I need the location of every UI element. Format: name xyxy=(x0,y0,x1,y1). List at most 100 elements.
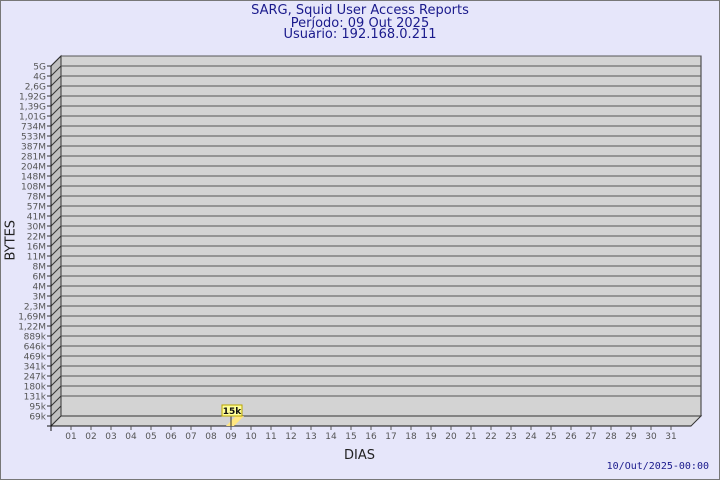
x-tick-label: 20 xyxy=(445,432,457,442)
x-tick-label: 11 xyxy=(265,432,276,442)
x-tick-label: 29 xyxy=(625,432,637,442)
y-tick-label: 131k xyxy=(24,393,47,403)
x-tick-label: 03 xyxy=(105,432,116,442)
data-label: 15k xyxy=(223,407,243,417)
x-tick-label: 16 xyxy=(365,432,377,442)
y-tick-label: 148M xyxy=(21,173,46,183)
y-tick-diagonal xyxy=(50,165,62,177)
y-tick-diagonal xyxy=(50,175,62,187)
y-tick-label: 30M xyxy=(27,223,46,233)
chart-title: SARG, Squid User Access Reports xyxy=(251,3,469,18)
y-tick-diagonal xyxy=(50,325,62,337)
y-tick-diagonal xyxy=(50,115,62,127)
x-tick-label: 30 xyxy=(645,432,657,442)
y-tick-diagonal xyxy=(50,125,62,137)
x-tick-label: 25 xyxy=(545,432,556,442)
y-tick-label: 41M xyxy=(27,213,46,223)
y-tick-label: 6M xyxy=(33,273,47,283)
y-tick-label: 469k xyxy=(24,353,47,363)
y-tick-label: 69k xyxy=(29,413,46,423)
x-tick-label: 27 xyxy=(585,432,596,442)
y-tick-label: 889k xyxy=(24,333,47,343)
y-tick-diagonal xyxy=(50,75,62,87)
y-tick-label: 247k xyxy=(24,373,47,383)
x-tick-label: 23 xyxy=(505,432,516,442)
y-tick-diagonal xyxy=(50,185,62,197)
y-tick-diagonal xyxy=(50,385,62,397)
y-tick-label: 1,69M xyxy=(18,313,46,323)
x-tick-label: 06 xyxy=(165,432,177,442)
y-tick-label: 78M xyxy=(27,193,46,203)
x-tick-label: 13 xyxy=(305,432,316,442)
y-tick-diagonal xyxy=(50,225,62,237)
x-tick-label: 07 xyxy=(185,432,196,442)
x-tick-label: 12 xyxy=(285,432,296,442)
y-tick-label: 8M xyxy=(33,263,47,273)
y-tick-label: 1,22M xyxy=(18,323,46,333)
plot-floor xyxy=(49,415,703,427)
y-tick-label: 57M xyxy=(27,203,46,213)
timestamp: 10/Out/2025-00:00 xyxy=(606,461,709,472)
x-tick-label: 14 xyxy=(325,432,337,442)
x-tick-label: 31 xyxy=(665,432,676,442)
x-tick-label: 21 xyxy=(465,432,476,442)
y-tick-diagonal xyxy=(50,335,62,347)
y-tick-label: 11M xyxy=(27,253,46,263)
y-tick-diagonal xyxy=(50,195,62,207)
data-label-box xyxy=(221,404,243,417)
y-tick-diagonal xyxy=(50,255,62,267)
x-tick-label: 22 xyxy=(485,432,496,442)
y-tick-label: 1,92G xyxy=(19,93,46,103)
y-tick-label: 341k xyxy=(24,363,47,373)
y-tick-label: 1,39G xyxy=(19,103,46,113)
y-tick-label: 3M xyxy=(33,293,47,303)
y-tick-label: 204M xyxy=(21,163,46,173)
y-tick-diagonal xyxy=(50,405,62,417)
y-tick-label: 2,6G xyxy=(25,83,46,93)
y-tick-label: 533M xyxy=(21,133,46,143)
y-tick-diagonal xyxy=(50,245,62,257)
y-tick-diagonal xyxy=(50,55,62,67)
y-tick-diagonal xyxy=(50,345,62,357)
y-tick-diagonal xyxy=(50,395,62,407)
y-tick-diagonal xyxy=(50,355,62,367)
chart-subtitle-user: Usuário: 192.168.0.211 xyxy=(283,27,437,42)
x-tick-label: 19 xyxy=(425,432,437,442)
y-tick-label: 180k xyxy=(24,383,47,393)
y-tick-diagonal xyxy=(50,365,62,377)
x-tick-label: 18 xyxy=(405,432,417,442)
y-axis-label: BYTES xyxy=(3,219,19,261)
y-tick-diagonal xyxy=(50,95,62,107)
x-tick-label: 26 xyxy=(565,432,577,442)
y-tick-label: 1,01G xyxy=(19,113,46,123)
y-tick-label: 4M xyxy=(33,283,47,293)
y-tick-label: 16M xyxy=(27,243,46,253)
chart-subtitle-period: Período: 09 Out 2025 xyxy=(290,16,430,31)
y-tick-diagonal xyxy=(50,295,62,307)
y-tick-label: 387M xyxy=(21,143,46,153)
y-tick-label: 281M xyxy=(21,153,46,163)
x-axis-label: DIAS xyxy=(344,448,375,463)
y-tick-label: 4G xyxy=(33,73,46,83)
y-tick-diagonal xyxy=(50,275,62,287)
y-tick-diagonal xyxy=(50,315,62,327)
x-tick-label: 08 xyxy=(205,432,217,442)
x-tick-label: 01 xyxy=(65,432,76,442)
y-tick-diagonal xyxy=(50,145,62,157)
y-tick-diagonal xyxy=(50,105,62,117)
y-tick-diagonal xyxy=(50,285,62,297)
x-tick-label: 05 xyxy=(145,432,156,442)
y-tick-diagonal xyxy=(50,85,62,97)
y-tick-diagonal xyxy=(50,265,62,277)
y-tick-label: 108M xyxy=(21,183,46,193)
y-tick-label: 95k xyxy=(29,403,46,413)
y-tick-diagonal xyxy=(50,215,62,227)
x-tick-label: 10 xyxy=(245,432,257,442)
x-tick-label: 28 xyxy=(605,432,617,442)
y-tick-diagonal xyxy=(50,155,62,167)
x-tick-label: 15 xyxy=(345,432,356,442)
y-tick-diagonal xyxy=(50,375,62,387)
x-tick-label: 04 xyxy=(125,432,137,442)
